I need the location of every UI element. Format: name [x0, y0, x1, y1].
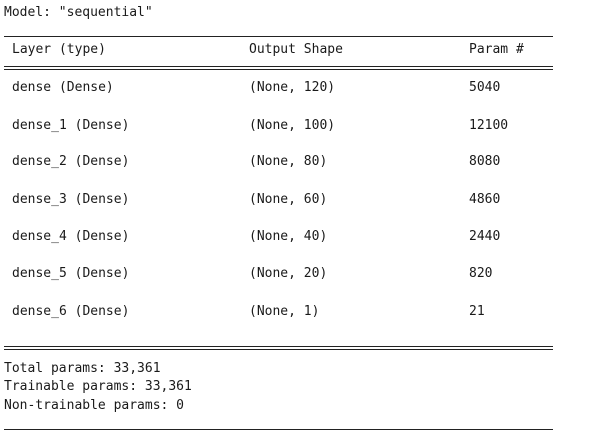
header-params: Param #: [469, 42, 524, 57]
header-double-rule: [4, 66, 553, 70]
row-params: 4860: [469, 192, 501, 207]
total-params: Total params: 33,361: [4, 361, 161, 376]
row-layer: dense (Dense): [12, 80, 114, 95]
row-layer: dense_3 (Dense): [12, 192, 130, 207]
row-shape: (None, 100): [249, 118, 336, 133]
row-shape: (None, 60): [249, 192, 328, 207]
row-layer: dense_2 (Dense): [12, 154, 130, 169]
top-rule: [4, 36, 553, 37]
header-output-shape: Output Shape: [249, 42, 343, 57]
row-params: 2440: [469, 229, 501, 244]
row-shape: (None, 80): [249, 154, 328, 169]
footer-double-rule: [4, 346, 553, 350]
trainable-params: Trainable params: 33,361: [4, 379, 192, 394]
row-shape: (None, 20): [249, 266, 328, 281]
header-layer: Layer (type): [12, 42, 106, 57]
row-params: 820: [469, 266, 493, 281]
row-params: 12100: [469, 118, 509, 133]
row-params: 21: [469, 304, 485, 319]
row-layer: dense_5 (Dense): [12, 266, 130, 281]
bottom-rule: [4, 429, 553, 430]
model-title: Model: "sequential": [4, 5, 153, 20]
row-layer: dense_1 (Dense): [12, 118, 130, 133]
row-params: 8080: [469, 154, 501, 169]
row-shape: (None, 120): [249, 80, 336, 95]
row-layer: dense_6 (Dense): [12, 304, 130, 319]
non-trainable-params: Non-trainable params: 0: [4, 398, 185, 413]
row-layer: dense_4 (Dense): [12, 229, 130, 244]
row-shape: (None, 1): [249, 304, 320, 319]
row-shape: (None, 40): [249, 229, 328, 244]
row-params: 5040: [469, 80, 501, 95]
